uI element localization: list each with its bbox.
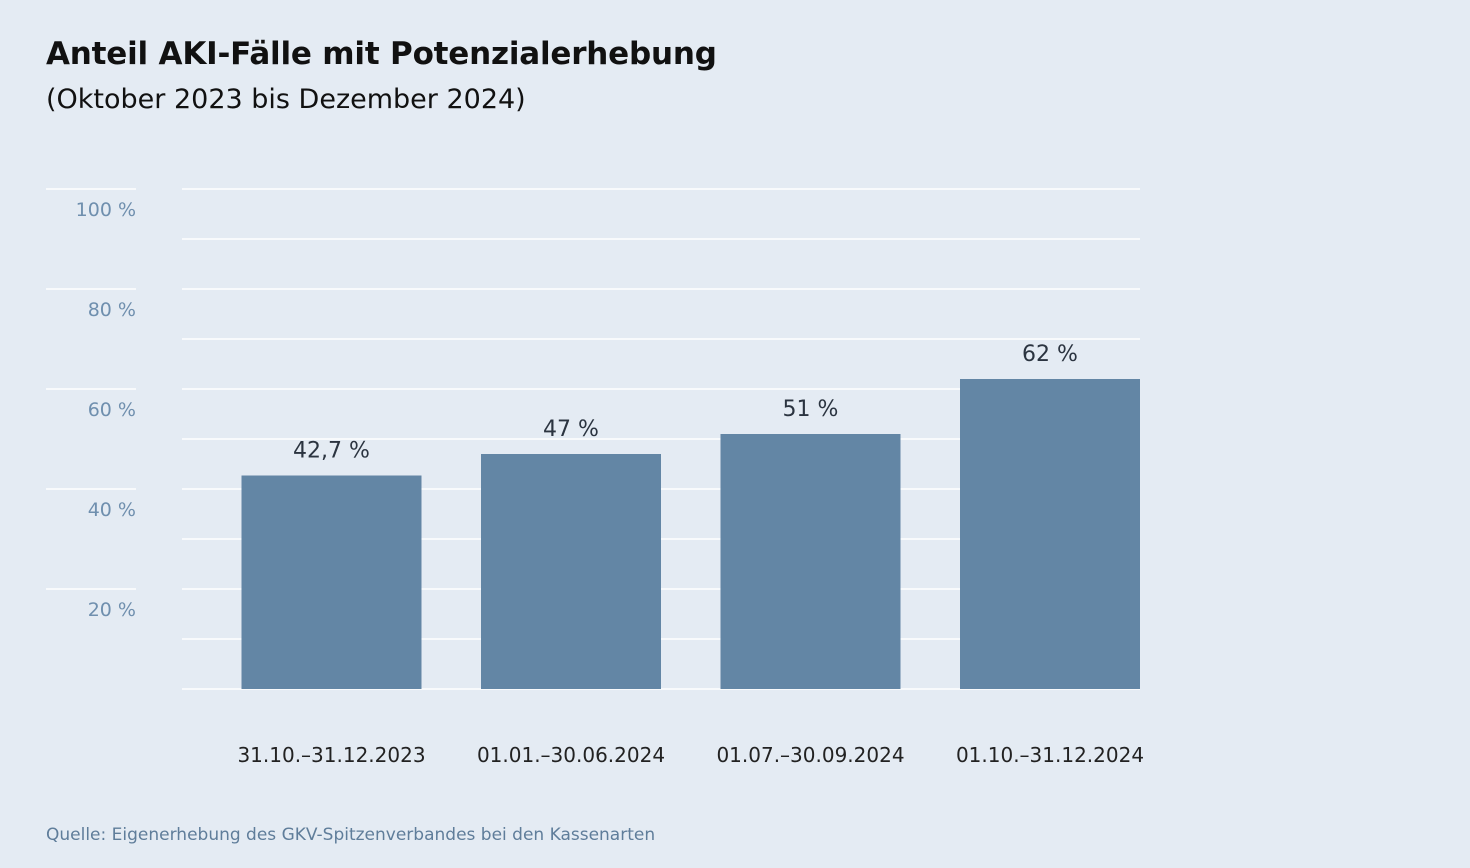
bar [241,475,422,689]
chart-title: Anteil AKI-Fälle mit Potenzialerhebung [46,36,717,72]
data-label: 42,7 % [293,439,370,464]
bar [960,379,1140,689]
bar [720,434,901,689]
y-tick-label: 80 % [88,299,136,321]
data-label: 51 % [783,397,839,422]
x-tick-label: 01.07.–30.09.2024 [716,743,904,767]
source-note: Quelle: Eigenerhebung des GKV-Spitzenver… [46,825,656,845]
data-label: 62 % [1022,342,1078,367]
x-tick-label: 01.01.–30.06.2024 [477,743,665,767]
x-tick-label: 01.10.–31.12.2024 [956,743,1144,767]
y-tick-label: 60 % [88,399,136,421]
y-tick-label: 100 % [76,199,136,221]
data-label: 47 % [543,417,599,442]
x-tick-label: 31.10.–31.12.2023 [237,743,425,767]
y-tick-label: 20 % [88,599,136,621]
chart-subtitle: (Oktober 2023 bis Dezember 2024) [46,84,526,115]
bar [481,454,661,689]
y-tick-label: 40 % [88,499,136,521]
